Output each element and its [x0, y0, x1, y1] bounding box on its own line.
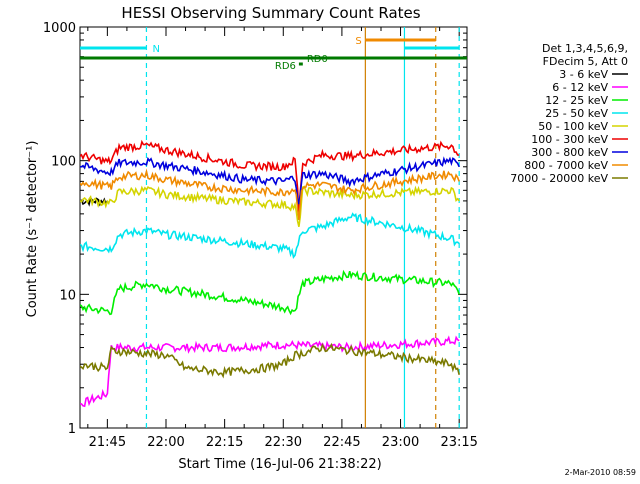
- data-layer: [80, 27, 467, 428]
- legend-label-3-6-kev: 3 - 6 keV: [559, 68, 608, 81]
- plot-frame: [79, 26, 468, 429]
- y-tick-label: 1000: [43, 21, 76, 36]
- legend-header-line-2: FDecim 5, Att 0: [543, 55, 628, 68]
- x-tick-label: 23:15: [440, 435, 477, 450]
- flag-label-rd6: RD6: [275, 61, 296, 72]
- series-line-50-100-kev: [80, 185, 460, 227]
- series-line-7000-20000-kev: [80, 342, 460, 379]
- series-line-12-25-kev: [80, 269, 460, 316]
- legend-label-800-7000-kev: 800 - 7000 keV: [524, 159, 608, 172]
- flag-label-rd0: RD0: [307, 54, 328, 65]
- y-tick-label: 10: [59, 288, 76, 303]
- legend-label-50-100-kev: 50 - 100 keV: [538, 120, 608, 133]
- legend-label-7000-20000-kev: 7000 - 20000 keV: [510, 172, 608, 185]
- legend-label-25-50-kev: 25 - 50 keV: [545, 107, 608, 120]
- series-line-6-12-kev: [80, 335, 460, 408]
- footer-date: 2-Mar-2010 08:59: [565, 468, 636, 477]
- series-line-300-800-kev: [80, 156, 460, 205]
- series-line-100-300-kev: [80, 139, 460, 216]
- x-tick-label: 22:00: [147, 435, 184, 450]
- legend-label-6-12-kev: 6 - 12 keV: [552, 81, 608, 94]
- x-tick-label: 21:45: [89, 435, 126, 450]
- legend-label-12-25-kev: 12 - 25 keV: [545, 94, 608, 107]
- legend-header-line-1: Det 1,3,4,5,6,9,: [542, 42, 628, 55]
- flag-label-s: S: [355, 36, 361, 47]
- legend-label-100-300-kev: 100 - 300 keV: [531, 133, 608, 146]
- y-tick-label: 100: [51, 155, 76, 170]
- x-tick-label: 22:15: [206, 435, 243, 450]
- flag-label-n: N: [152, 44, 159, 55]
- x-tick-label: 22:45: [323, 435, 360, 450]
- y-axis-label: Count Rate (s⁻¹ detector⁻¹): [25, 141, 40, 318]
- chart-title: HESSI Observing Summary Count Rates: [121, 4, 420, 22]
- legend-label-300-800-kev: 300 - 800 keV: [531, 146, 608, 159]
- series-line-800-7000-kev: [80, 168, 460, 220]
- y-tick-label: 1: [68, 422, 76, 437]
- x-tick-label: 23:00: [382, 435, 419, 450]
- x-tick-label: 22:30: [265, 435, 302, 450]
- series-line-25-50-kev: [80, 212, 460, 260]
- x-axis-label: Start Time (16-Jul-06 21:38:22): [178, 457, 381, 472]
